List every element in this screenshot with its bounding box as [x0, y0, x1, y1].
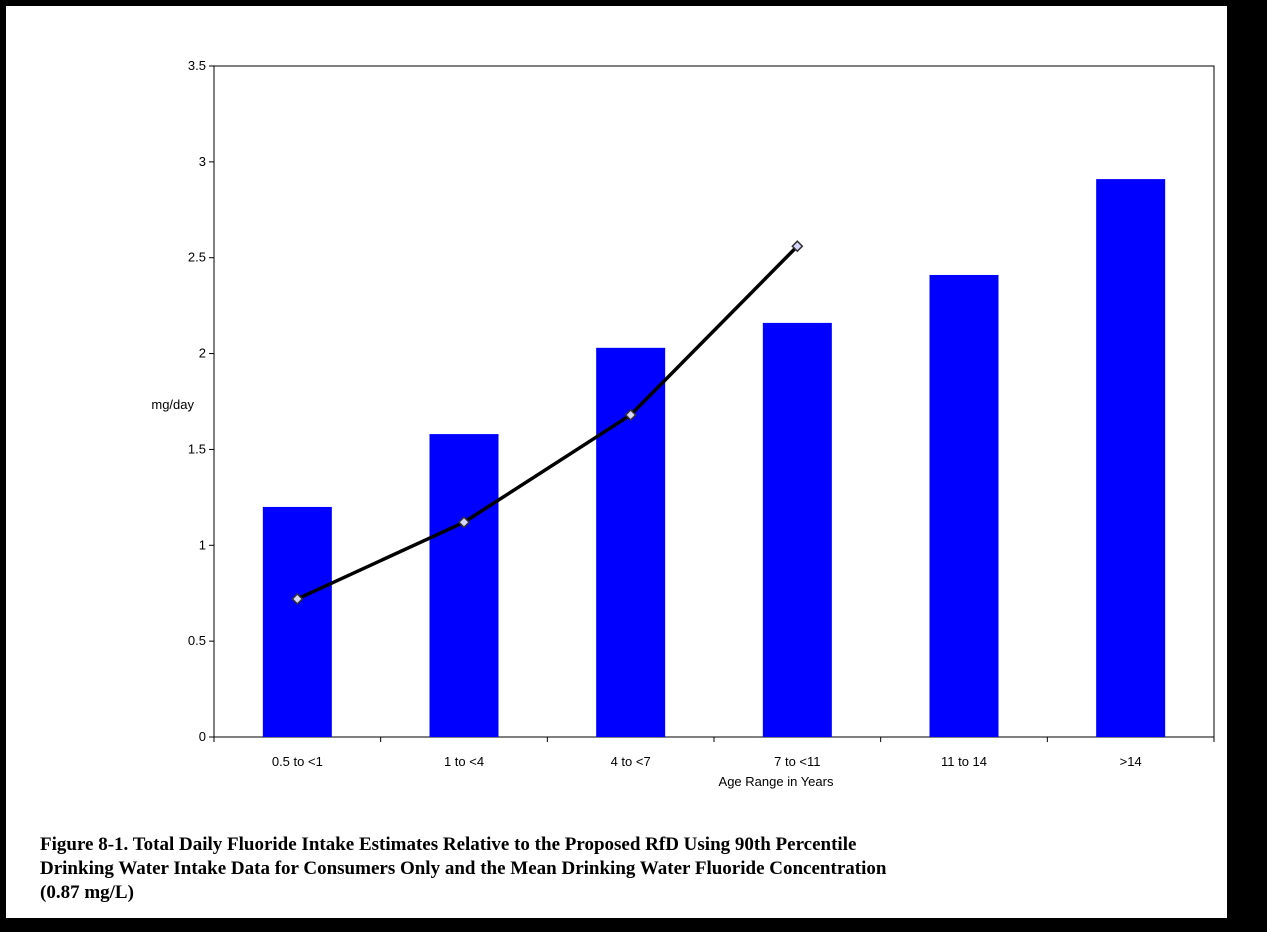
- line-marker: [457, 516, 471, 529]
- bar: [429, 434, 499, 737]
- line-marker: [624, 408, 637, 421]
- x-tick-label: >14: [1120, 754, 1142, 769]
- bar: [262, 506, 332, 737]
- y-tick-label: 2.5: [188, 250, 206, 265]
- page: 0 0.5 1 1.5 2 2.5 3 3.5 0.5 to <1 1 to <4 4 to <7 7…: [6, 6, 1227, 918]
- caption-line-1: Figure 8-1. Total Daily Fluoride Intake …: [40, 834, 857, 855]
- bar: [1096, 179, 1166, 737]
- bar: [762, 322, 832, 737]
- x-tick-label: 1 to <4: [444, 754, 484, 769]
- line-marker: [791, 240, 804, 253]
- x-tick-label: 11 to 14: [941, 754, 987, 769]
- plot-frame: [213, 65, 1215, 738]
- bar: [596, 347, 666, 737]
- y-tick-label: 1: [199, 537, 206, 552]
- chart: 0 0.5 1 1.5 2 2.5 3 3.5 0.5 to <1 1 to <4 4 to <7 7…: [151, 58, 1215, 789]
- y-tick-label: 3.5: [188, 58, 206, 73]
- y-tick-label: 1.5: [188, 441, 206, 456]
- x-tick-label: 0.5 to <1: [272, 754, 323, 769]
- y-tick-label: 0: [199, 729, 206, 744]
- series-line: [296, 244, 799, 601]
- caption-line-3: (0.87 mg/L): [40, 882, 134, 903]
- y-axis-title: mg/day: [151, 397, 194, 412]
- y-tick-label: 3: [199, 154, 206, 169]
- x-tick-label: 7 to <11: [774, 754, 820, 769]
- caption-line-2: Drinking Water Intake Data for Consumers…: [40, 858, 887, 879]
- y-tick-label: 2: [199, 346, 206, 361]
- figure-caption: Figure 8-1. Total Daily Fluoride Intake …: [40, 833, 1227, 905]
- line-marker: [291, 592, 304, 606]
- x-tick-label: 4 to <7: [611, 754, 651, 769]
- bar: [929, 274, 999, 737]
- y-tick-label: 0.5: [188, 633, 206, 648]
- x-axis-title: Age Range in Years: [719, 774, 834, 789]
